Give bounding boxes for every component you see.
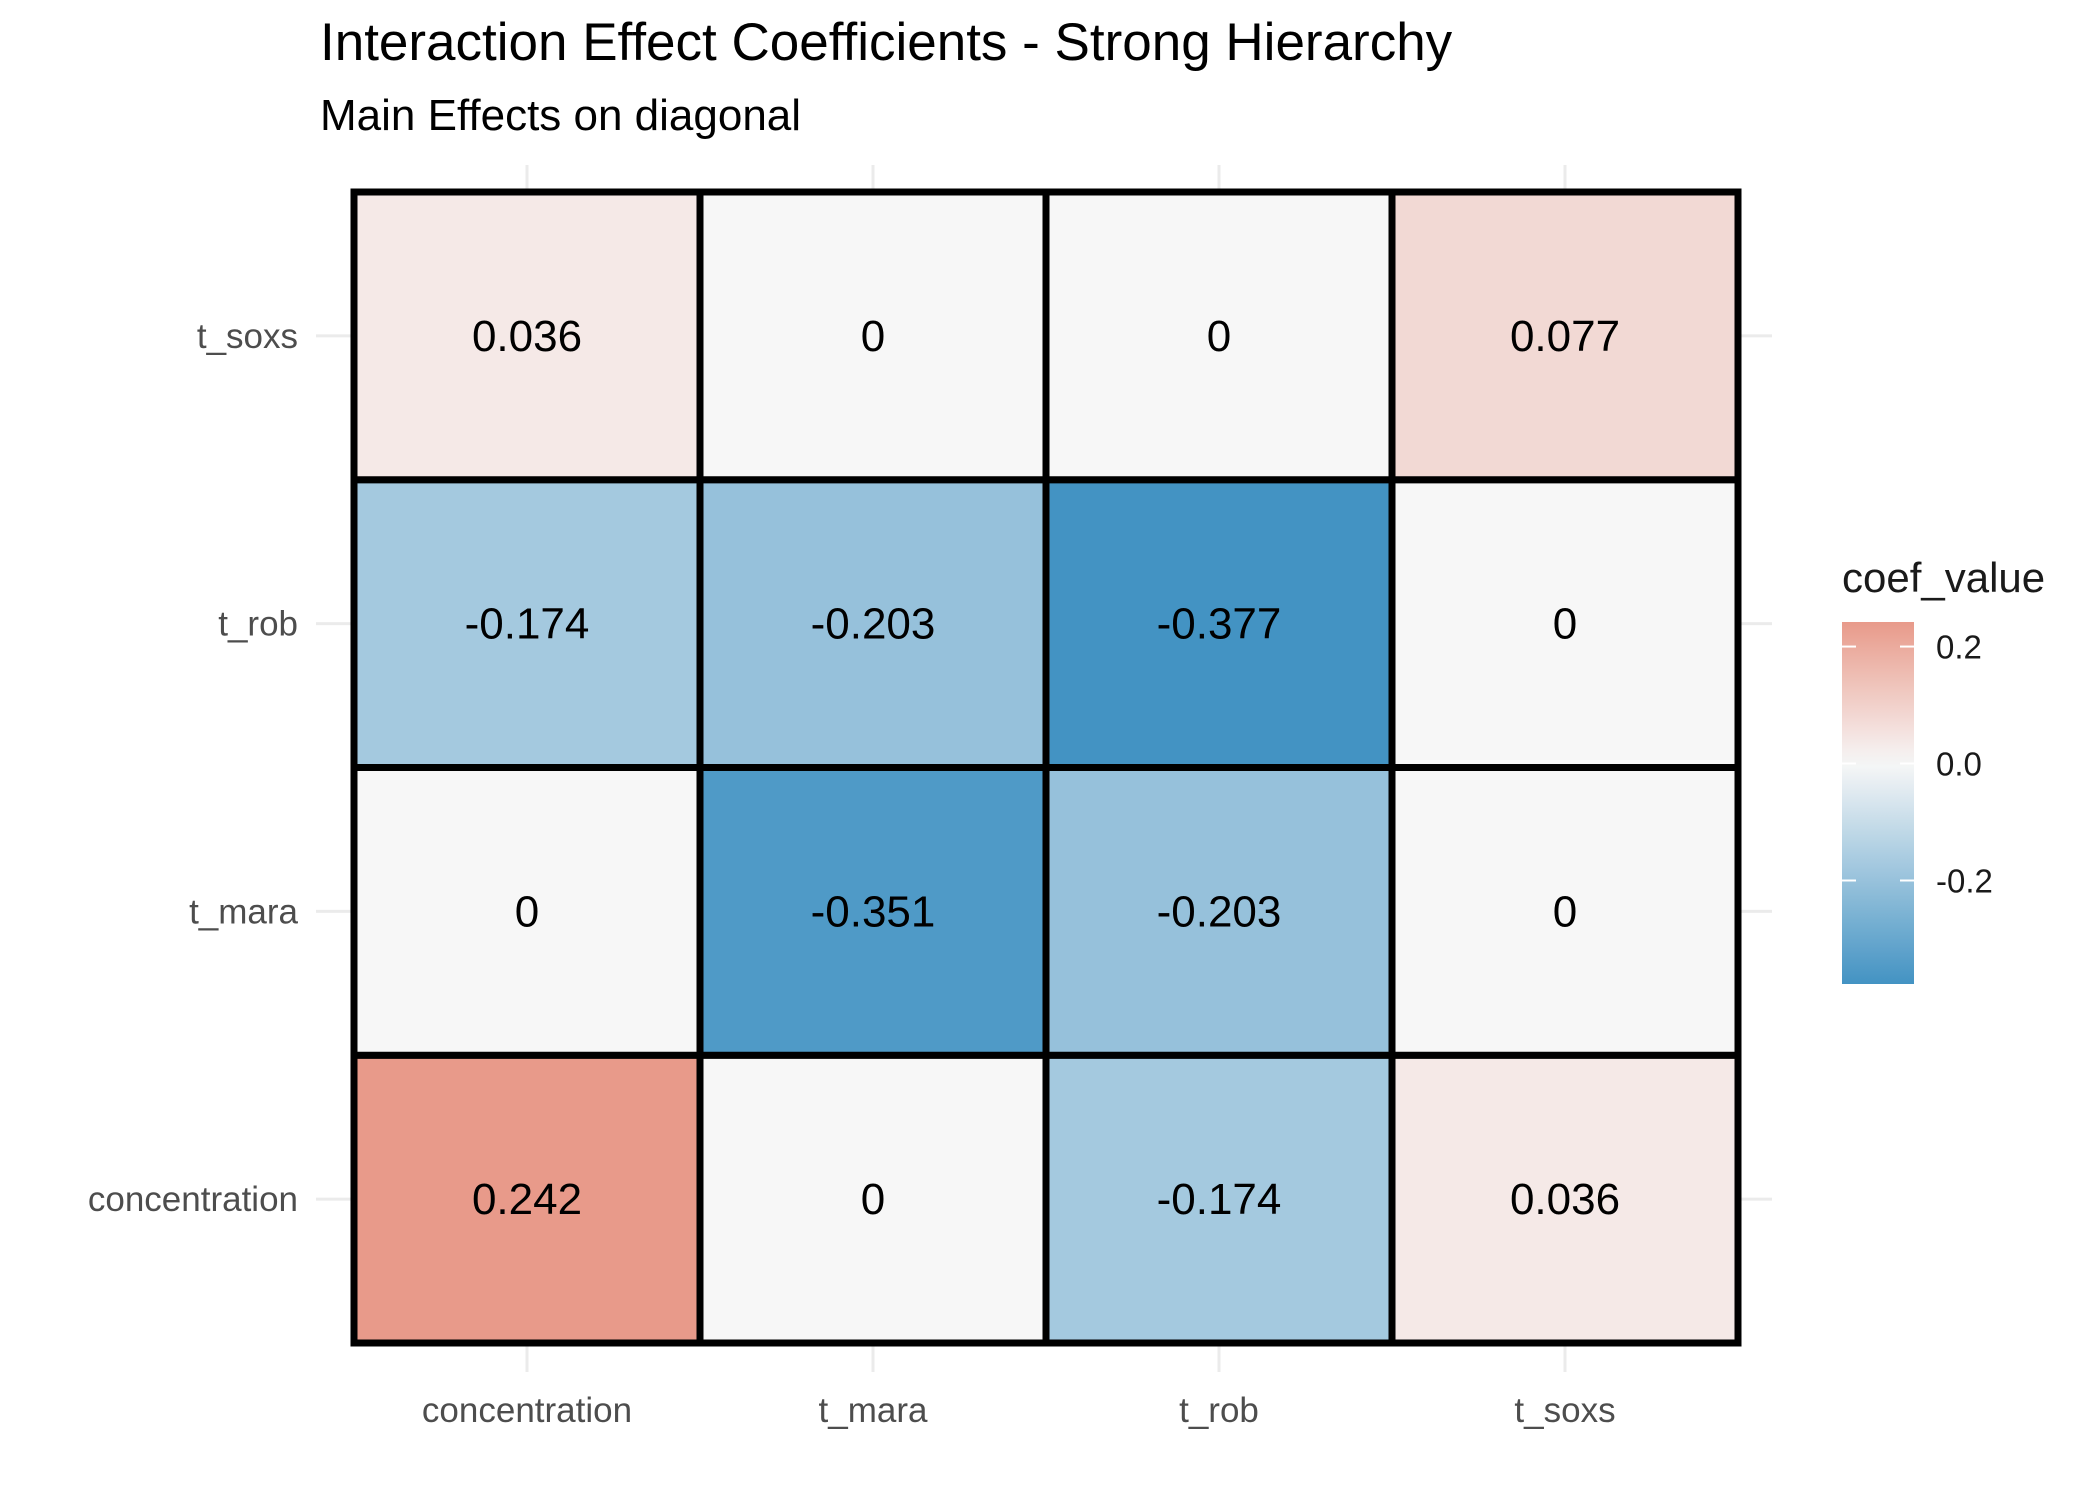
cell-value-label: 0.242 xyxy=(472,1175,582,1224)
x-tick-label: t_mara xyxy=(819,1391,928,1430)
heatmap-cell xyxy=(1388,764,1742,1059)
heatmap-cell xyxy=(350,188,704,484)
cell-value-label: -0.351 xyxy=(811,887,936,936)
cell-value-label: -0.203 xyxy=(811,600,936,649)
x-tick-label: t_rob xyxy=(1179,1391,1259,1430)
y-tick-label: t_soxs xyxy=(197,317,298,356)
cell-value-label: 0 xyxy=(861,312,885,361)
heatmap-cell xyxy=(350,1051,704,1347)
cell-value-label: 0.077 xyxy=(1510,312,1620,361)
legend-title: coef_value xyxy=(1842,554,2045,601)
heatmap-cell xyxy=(350,476,704,771)
cell-value-label: 0 xyxy=(1553,887,1577,936)
color-legend: coef_value 0.2 0.0 -0.2 xyxy=(1842,554,2045,984)
y-axis-ticks: concentration t_mara t_rob t_soxs xyxy=(88,317,299,1219)
chart-title: Interaction Effect Coefficients - Strong… xyxy=(320,13,1453,72)
x-tick-label: t_soxs xyxy=(1514,1391,1615,1430)
cell-labels: 0.242 0 -0.174 0.036 0 -0.351 -0.203 0 -0.174 -0.… xyxy=(465,312,1620,1224)
x-tick-label: concentration xyxy=(422,1391,632,1430)
heatmap-cell xyxy=(1388,188,1742,484)
cell-value-label: 0 xyxy=(861,1175,885,1224)
cell-value-label: 0.036 xyxy=(1510,1175,1620,1224)
heatmap-cell xyxy=(1042,476,1396,771)
cell-value-label: 0 xyxy=(1553,600,1577,649)
heatmap-cells xyxy=(350,188,1742,1347)
y-tick-label: concentration xyxy=(88,1180,298,1219)
cell-value-label: -0.174 xyxy=(1157,1175,1282,1224)
x-axis-ticks: concentration t_mara t_rob t_soxs xyxy=(422,1391,1616,1430)
heatmap-cell xyxy=(1388,476,1742,771)
legend-break-label: 0.0 xyxy=(1936,746,1982,783)
cell-value-label: -0.377 xyxy=(1157,600,1282,649)
legend-break-label: -0.2 xyxy=(1936,862,1993,899)
cell-value-label: -0.174 xyxy=(465,600,590,649)
legend-break-label: 0.2 xyxy=(1936,629,1982,666)
cell-value-label: 0.036 xyxy=(472,312,582,361)
heatmap-cell xyxy=(1042,188,1396,484)
cell-value-label: 0 xyxy=(515,887,539,936)
heatmap-cell xyxy=(696,188,1050,484)
chart-subtitle: Main Effects on diagonal xyxy=(320,91,801,140)
legend-color-bar xyxy=(1842,622,1914,984)
cell-value-label: 0 xyxy=(1207,312,1231,361)
cell-value-label: -0.203 xyxy=(1157,887,1282,936)
y-tick-label: t_mara xyxy=(189,892,298,931)
heatmap-cell xyxy=(696,1051,1050,1347)
y-tick-label: t_rob xyxy=(218,605,298,644)
